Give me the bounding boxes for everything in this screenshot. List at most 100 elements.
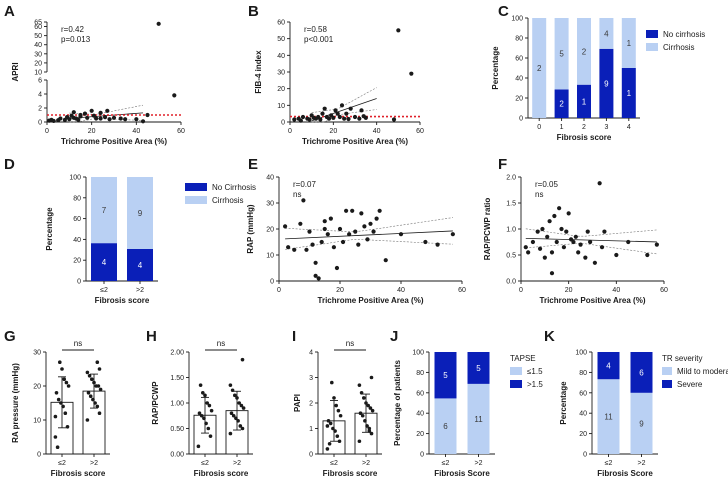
data-point [298, 118, 303, 123]
y-tick-label: 30 [34, 51, 42, 58]
data-point [85, 418, 90, 422]
data-point [283, 224, 288, 229]
x-tick-label: ≤2 [58, 460, 66, 467]
x-tick-label: 40 [612, 287, 620, 294]
data-point [342, 116, 347, 121]
data-point [353, 229, 358, 234]
y-tick-label: 20 [73, 258, 81, 265]
data-point [203, 393, 207, 398]
y-tick-label: 4 [38, 92, 42, 99]
data-point [368, 406, 373, 410]
y-tick-label: 6 [38, 78, 42, 85]
bar-value-label: 1 [627, 39, 632, 48]
significance-label: ns [74, 339, 82, 348]
x-tick-label: 40 [373, 128, 381, 135]
x-tick-label: 20 [565, 287, 573, 294]
data-point [320, 111, 325, 116]
legend-swatch [510, 367, 522, 375]
data-point [335, 111, 340, 116]
data-point [156, 21, 161, 26]
data-point [82, 111, 88, 116]
y-tick-label: 0 [420, 452, 424, 459]
y-tick-label: 60 [73, 216, 81, 223]
y-tick-label: 60 [34, 24, 42, 31]
x-tick-label: 20 [329, 128, 337, 135]
panel-label: H [146, 328, 157, 345]
bar-value-label: 4 [138, 261, 143, 270]
y-tick-label: 100 [412, 350, 424, 357]
data-point [333, 108, 338, 113]
data-point [369, 375, 374, 380]
data-point [359, 211, 364, 216]
data-point [78, 112, 83, 118]
data-point [337, 439, 342, 444]
data-point [340, 239, 346, 245]
x-tick-label: 20 [88, 128, 96, 135]
data-point [326, 116, 332, 121]
confidence-band-lower [285, 239, 453, 250]
data-point [383, 258, 388, 263]
data-point [206, 426, 211, 431]
y-tick-label: 60 [416, 390, 424, 397]
legend-swatch [185, 196, 207, 204]
bar-value-label: 4 [102, 258, 107, 267]
data-point [196, 444, 201, 449]
y-tick-label: 60 [579, 390, 587, 397]
y-tick-label: 80 [579, 370, 587, 377]
data-point [588, 239, 593, 245]
data-point [573, 234, 578, 239]
legend-swatch [185, 183, 207, 191]
y-axis-title: RAP/PCWP ratio [483, 198, 492, 261]
data-point [423, 239, 428, 245]
x-tick-label: 3 [604, 124, 608, 131]
x-tick-label: ≤2 [330, 460, 338, 467]
data-point [370, 408, 375, 413]
confidence-band-upper [525, 228, 657, 237]
y-tick-label: 0 [281, 120, 285, 127]
x-tick-label: >2 [638, 460, 646, 467]
data-point [332, 396, 336, 400]
stat-p: ns [535, 190, 543, 199]
data-point [352, 114, 358, 120]
data-point [585, 229, 590, 234]
y-tick-label: 20 [33, 384, 41, 391]
stat-p: p=0.013 [61, 35, 91, 44]
data-point [371, 229, 376, 234]
x-tick-label: 1 [560, 124, 564, 131]
data-point [362, 224, 367, 229]
data-point [134, 117, 139, 122]
y-tick-label: 20 [34, 60, 42, 67]
data-point [313, 273, 318, 278]
x-tick-label: >2 [362, 460, 370, 467]
y-tick-label: 0.5 [506, 253, 516, 260]
data-point [62, 377, 66, 382]
data-point [209, 408, 214, 413]
confidence-band-lower [525, 242, 657, 255]
y-tick-label: 1 [309, 426, 313, 433]
data-point [391, 117, 397, 122]
y-tick-label: 0.50 [170, 426, 184, 433]
data-point [552, 213, 557, 219]
legend-label: Cirrhosis [212, 196, 244, 205]
data-point [85, 370, 90, 375]
data-point [326, 419, 331, 423]
data-point [530, 239, 536, 245]
data-point [63, 411, 68, 416]
regression-line [525, 237, 657, 243]
y-tick-label: 1.50 [170, 375, 184, 382]
data-point [239, 403, 244, 408]
y-tick-label: 2 [38, 106, 42, 113]
data-point [366, 403, 371, 408]
y-tick-label: 60 [277, 20, 285, 27]
regression-line [285, 230, 453, 240]
y-tick-label: 80 [416, 370, 424, 377]
data-point [357, 383, 362, 387]
bar-value-label: 5 [476, 364, 481, 373]
data-point [578, 242, 583, 247]
legend-label: ≤1.5 [527, 367, 543, 376]
panel-label: K [544, 328, 555, 345]
data-point [231, 413, 236, 418]
y-tick-label: 100 [575, 350, 587, 357]
x-tick-label: ≤2 [201, 460, 209, 467]
